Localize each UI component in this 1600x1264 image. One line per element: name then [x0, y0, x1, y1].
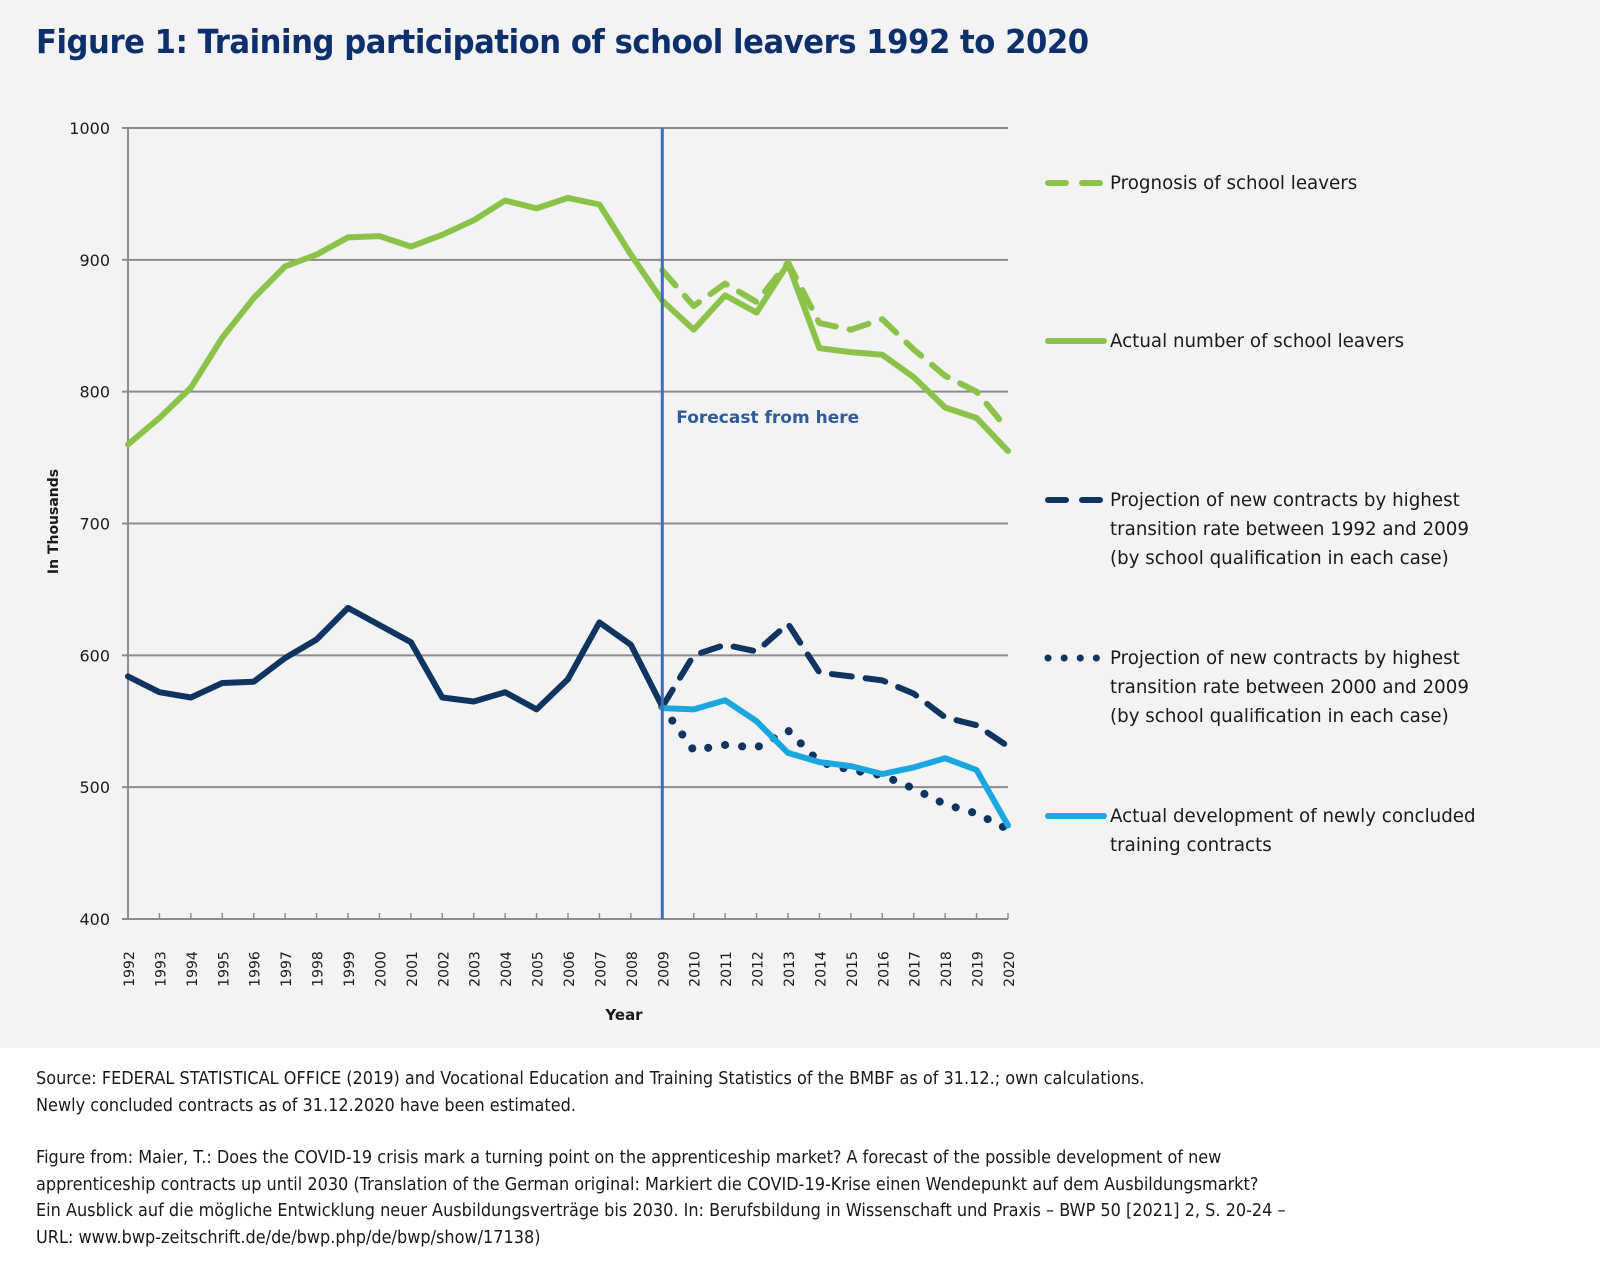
y-tick-label: 800: [79, 383, 110, 402]
chart-title: Figure 1: Training participation of scho…: [36, 22, 1089, 61]
series-line-solid-5: [125, 604, 666, 713]
x-axis-label: Year: [604, 1006, 643, 1024]
x-tick-label: 2000: [373, 951, 389, 987]
series-line-dashed-0: [659, 259, 1011, 433]
x-tick-label: 1999: [342, 951, 358, 987]
y-tick-label: 700: [79, 515, 110, 534]
legend-item-projection-2000-2009: Projection of new contracts by highest t…: [1040, 644, 1484, 731]
legend-item-actual-school-leavers: Actual number of school leavers: [1040, 327, 1416, 356]
y-axis-label: In Thousands: [46, 469, 62, 574]
x-tick-label: 2017: [908, 951, 924, 987]
series-line-dotted-3: [658, 702, 1012, 834]
y-tick-label: 400: [79, 910, 110, 929]
legend-label: Actual number of school leavers: [1110, 330, 1405, 352]
series-line-solid-4: [659, 697, 1011, 829]
x-tick-label: 2014: [813, 951, 829, 987]
x-tick-label: 2001: [405, 951, 421, 987]
citation-note: Figure from: Maier, T.: Does the COVID-1…: [36, 1148, 1286, 1248]
x-tick-label: 2009: [656, 951, 672, 987]
y-tick-label: 1000: [69, 119, 110, 138]
x-tick-label: 2011: [719, 951, 735, 987]
x-tick-label: 2007: [593, 951, 609, 987]
x-tick-label: 2006: [562, 951, 578, 987]
legend-swatch-blue-solid: [1045, 813, 1107, 819]
x-tick-label: 2012: [751, 951, 767, 987]
x-tick-label: 1994: [185, 951, 201, 987]
x-tick-label: 2004: [499, 951, 515, 987]
x-tick-label: 2003: [468, 951, 484, 987]
legend-swatch-navy-dashed: [1045, 497, 1107, 503]
legend-label: Actual development of newly concluded tr…: [1110, 805, 1476, 856]
x-tick-label: 2015: [845, 951, 861, 987]
x-tick-label: 1998: [311, 951, 327, 987]
x-tick-label: 2013: [782, 951, 798, 987]
line-chart: 400 500 600 700 800 900 1000 1992 1993 1994 1995 19…: [46, 119, 1018, 1024]
x-tick-label: 1997: [279, 951, 295, 987]
legend-label: Projection of new contracts by highest t…: [1110, 647, 1469, 727]
legend-swatch-green-solid: [1045, 338, 1107, 344]
legend-swatch-navy-dotted: [1044, 654, 1108, 662]
legend-item-prognosis-school-leavers: Prognosis of school leavers: [1040, 169, 1368, 198]
x-tick-label: 1995: [216, 951, 232, 987]
x-tick-label: 2020: [1002, 951, 1018, 987]
x-tick-label: 2019: [971, 951, 987, 987]
forecast-annotation: Forecast from here: [676, 408, 859, 428]
source-note: Source: FEDERAL STATISTICAL OFFICE (2019…: [36, 1069, 1145, 1116]
x-tick-label: 1993: [153, 951, 169, 987]
x-tick-label: 2018: [939, 951, 955, 987]
x-tick-label: 2010: [688, 951, 704, 987]
y-tick-label: 600: [79, 646, 110, 665]
x-tick-label: 2008: [625, 951, 641, 987]
y-tick-label: 500: [79, 778, 110, 797]
x-tick-label: 2002: [436, 951, 452, 987]
legend-label: Projection of new contracts by highest t…: [1110, 489, 1469, 569]
legend-swatch-green-dashed: [1045, 180, 1107, 186]
x-tick-label: 2016: [876, 951, 892, 987]
x-tick-label: 2005: [531, 951, 547, 987]
legend-item-projection-1992-2009: Projection of new contracts by highest t…: [1040, 486, 1484, 573]
legend-label: Prognosis of school leavers: [1110, 172, 1358, 194]
x-tick-label: 1992: [122, 951, 138, 987]
y-tick-label: 900: [79, 251, 110, 270]
x-tick-label: 1996: [248, 951, 264, 987]
legend-item-actual-contracts: Actual development of newly concluded tr…: [1040, 802, 1491, 860]
series-line-dashed-2: [659, 620, 1011, 750]
series-line-solid-1: [125, 194, 1011, 454]
